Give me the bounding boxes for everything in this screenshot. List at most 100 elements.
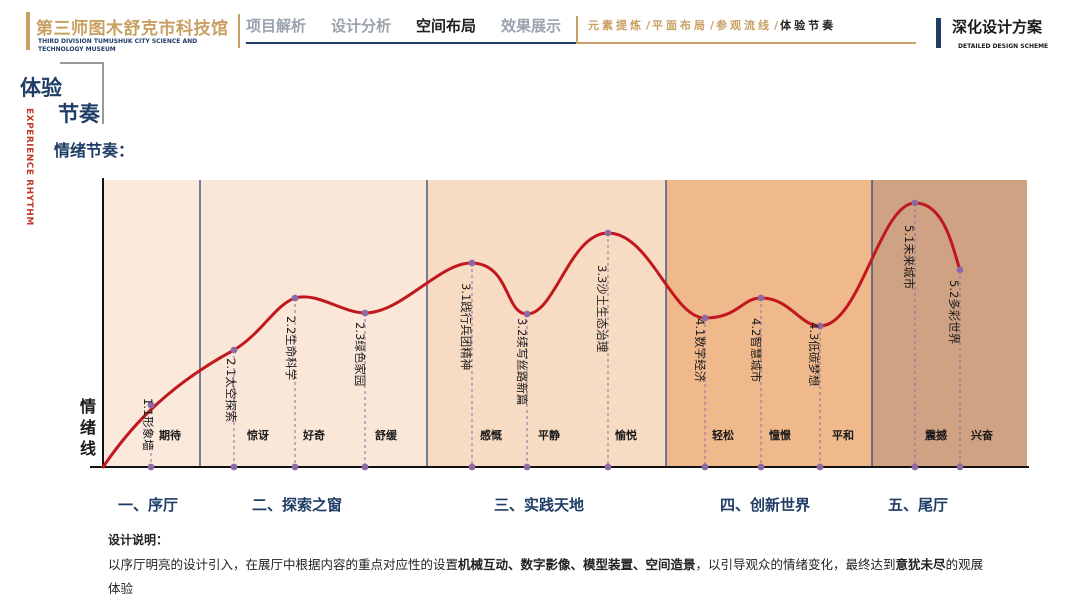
tab-design-analysis[interactable]: 设计分析: [331, 17, 392, 35]
description-emphasis: 机械互动、数字影像、模型装置、空间造景: [458, 557, 696, 572]
scheme-subtitle: DETAILED DESIGN SCHEME: [958, 43, 1049, 50]
section-title-line1: 体验: [20, 76, 62, 100]
tab-project-analysis[interactable]: 项目解析: [246, 17, 307, 35]
tab-space-layout[interactable]: 空间布局: [416, 17, 477, 35]
emotion-curve: [101, 201, 962, 469]
emotion-word: 轻松: [712, 428, 734, 442]
scheme-accent-bar: [936, 18, 941, 48]
subnav-item-floor-plan[interactable]: 平面布局: [652, 19, 709, 32]
point-top-marker: [468, 259, 476, 267]
point-top-marker: [604, 229, 612, 237]
exhibit-point-label: 2.3绿色家园: [353, 322, 367, 386]
subnav: 元素提炼 / 平面布局 / 参观流线 / 体验节奏: [588, 17, 836, 33]
exhibit-point-label: 1.1形象墙: [141, 398, 155, 451]
exhibit-point-label: 4.2智慧城市: [749, 318, 763, 382]
exhibit-point-name: 续写丝路新篇: [515, 336, 529, 405]
exhibit-point-id: 4.3: [807, 322, 821, 340]
subnav-item-elements[interactable]: 元素提炼: [588, 19, 644, 32]
description-text: 的观展体验: [108, 557, 984, 596]
emotion-word: 好奇: [302, 428, 325, 442]
point-base-marker: [147, 463, 155, 471]
nav-underline-primary: [246, 42, 576, 44]
emotion-word: 兴奋: [971, 428, 994, 442]
museum-logo-subtitle-line2: TECHNOLOGY MUSEUM: [38, 46, 116, 53]
exhibit-point-name: 数字经济: [693, 336, 707, 382]
description-title: 设计说明：: [108, 533, 169, 547]
point-base-marker: [956, 463, 964, 471]
point-top-marker: [230, 346, 238, 354]
exhibit-point-label: 5.1未来城市: [902, 225, 916, 289]
point-base-marker: [701, 463, 709, 471]
point-top-marker: [147, 401, 155, 409]
tab-effect-display[interactable]: 效果展示: [501, 17, 562, 35]
subnav-separator: /: [774, 19, 779, 32]
exhibit-point-id: 3.1: [459, 283, 473, 301]
emotion-word: 感慨: [480, 428, 502, 442]
emotion-rhythm-heading: 情绪节奏：: [54, 141, 135, 160]
exhibit-point-id: 2.3: [353, 322, 367, 340]
logo-accent-bar: [26, 12, 30, 50]
description-text: 以序厅明亮的设计引入，在展厅中根据内容的重点对应性的设置: [108, 557, 459, 572]
description-emphasis: 意犹未尽: [895, 557, 946, 572]
point-top-marker: [911, 199, 919, 207]
point-top-marker: [361, 309, 369, 317]
exhibit-point-name: 未来城市: [902, 243, 916, 289]
y-axis-label-char: 线: [80, 439, 96, 458]
zone-label-innovation: 四、创新世界: [720, 496, 811, 514]
emotion-word: 震撼: [924, 428, 947, 442]
point-top-marker: [956, 266, 964, 274]
emotion-word: 憧憬: [769, 428, 791, 442]
band-innovation: [666, 180, 872, 467]
subnav-separator: /: [710, 19, 715, 32]
exhibit-point-id: 3.3: [595, 265, 609, 283]
point-base-marker: [523, 463, 531, 471]
point-top-marker: [701, 314, 709, 322]
exhibit-point-name: 践行兵团精神: [459, 301, 473, 370]
museum-logo-subtitle-line1: THIRD DIVISION TUMUSHUK CITY SCIENCE AND: [38, 38, 198, 45]
subnav-divider: [576, 16, 578, 44]
point-base-marker: [291, 463, 299, 471]
point-top-marker: [816, 322, 824, 330]
subnav-item-experience-rhythm[interactable]: 体验节奏: [780, 19, 837, 32]
exhibit-point-id: 4.2: [749, 318, 763, 336]
band-end-hall: [872, 180, 1027, 467]
y-axis-label-char: 绪: [80, 418, 96, 437]
exhibit-point-id: 5.1: [902, 225, 916, 243]
exhibit-point-name: 智慧城市: [749, 336, 763, 382]
exhibit-point-id: 4.1: [693, 318, 707, 336]
point-top-marker: [523, 310, 531, 318]
exhibit-point-id: 3.2: [515, 318, 529, 336]
point-base-marker: [911, 463, 919, 471]
point-base-marker: [230, 463, 238, 471]
emotion-word: 期待: [159, 428, 181, 442]
emotion-word: 舒缓: [375, 428, 398, 442]
zone-label-lobby: 一、序厅: [118, 496, 179, 514]
exhibit-point-id: 5.2: [947, 280, 961, 298]
subnav-separator: /: [646, 19, 651, 32]
exhibit-point-name: 沙土生态治理: [595, 283, 609, 352]
subnav-item-visitor-flow[interactable]: 参观流线: [716, 19, 773, 32]
exhibit-point-name: 形象墙: [141, 416, 155, 451]
header-divider: [238, 14, 240, 48]
description-text: ，以引导观众的情绪变化，最终达到: [695, 557, 896, 572]
point-base-marker: [816, 463, 824, 471]
exhibit-point-label: 4.3低碳梦想: [807, 322, 821, 386]
point-top-marker: [291, 294, 299, 302]
exhibit-point-label: 2.1太空探索: [224, 358, 238, 422]
exhibit-point-label: 5.2多彩世界: [947, 280, 961, 345]
point-base-marker: [361, 463, 369, 471]
zone-label-practice: 三、实践天地: [494, 496, 585, 514]
band-practice: [427, 180, 666, 467]
point-top-marker: [757, 294, 765, 302]
point-base-marker: [468, 463, 476, 471]
exhibit-point-label: 2.2生命科学: [284, 316, 298, 380]
exhibit-point-label: 4.1数字经济: [693, 318, 707, 383]
section-frame-top: [60, 62, 104, 64]
emotion-word: 惊讶: [247, 428, 269, 442]
exhibit-point-name: 绿色家园: [353, 340, 367, 386]
point-base-marker: [604, 463, 612, 471]
exhibit-point-id: 2.2: [284, 316, 298, 334]
section-frame-right: [102, 62, 104, 124]
exhibit-point-label: 3.1践行兵团精神: [459, 283, 473, 370]
emotion-word: 愉悦: [615, 428, 637, 442]
